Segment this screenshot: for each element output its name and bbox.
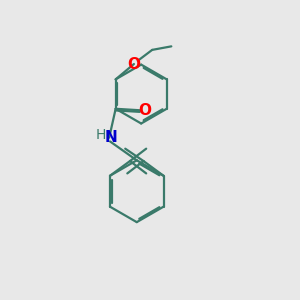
Text: O: O	[128, 56, 140, 71]
Text: H: H	[95, 128, 106, 142]
Text: N: N	[104, 130, 117, 145]
Text: O: O	[138, 103, 151, 118]
